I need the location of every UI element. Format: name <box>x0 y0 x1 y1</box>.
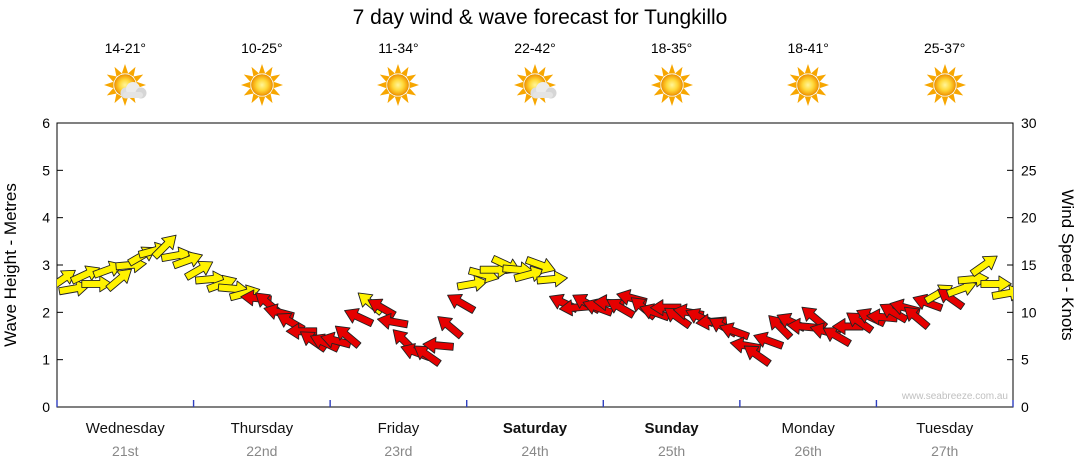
wind-arrow <box>367 298 397 319</box>
weather-icon-svg <box>787 64 830 106</box>
right-axis-tick-label: 5 <box>1021 352 1029 368</box>
wind-arrow <box>184 260 214 281</box>
wind-arrow <box>991 284 1013 302</box>
day-label: Friday <box>378 420 420 437</box>
sun-glyph <box>240 64 283 106</box>
wind-arrow <box>903 306 931 330</box>
wind-arrow <box>582 298 614 317</box>
left-axis-tick-label: 5 <box>42 162 50 178</box>
day-label: Thursday <box>231 420 294 437</box>
temperature-range: 22-42° <box>514 40 556 56</box>
wind-arrow <box>376 312 409 330</box>
day-date-label: 25th <box>658 443 685 459</box>
wind-arrow <box>344 308 375 328</box>
right-axis-tick-label: 30 <box>1021 115 1037 131</box>
temperature-range: 25-37° <box>924 40 966 56</box>
sun-glyph <box>787 64 830 106</box>
axis-title-right: Wind Speed - Knots <box>1058 189 1077 340</box>
left-axis-tick-label: 4 <box>42 210 50 226</box>
sun-icon <box>785 62 831 108</box>
weather-icon-svg <box>104 64 147 106</box>
weather-icon-svg <box>923 64 966 106</box>
temperature-range: 10-25° <box>241 40 283 56</box>
sun-icon <box>922 62 968 108</box>
left-axis-tick-label: 0 <box>42 399 50 415</box>
wind-arrow <box>822 327 852 347</box>
day-label: Wednesday <box>86 420 165 437</box>
day-label: Tuesday <box>916 420 973 437</box>
weather-icon-svg <box>240 64 283 106</box>
day-date-label: 22nd <box>246 443 277 459</box>
wind-arrow <box>105 268 132 292</box>
sun-cloud-icon <box>512 62 558 108</box>
day-date-label: 26th <box>795 443 822 459</box>
weather-icon-svg <box>650 64 693 106</box>
wind-arrow <box>422 336 454 354</box>
temperature-range: 18-41° <box>787 40 829 56</box>
left-axis-tick-label: 6 <box>42 115 50 131</box>
wind-arrow <box>285 322 318 340</box>
temperature-range: 11-34° <box>378 40 419 56</box>
wind-arrow <box>768 315 794 341</box>
wind-arrow <box>447 294 477 314</box>
chart-title: 7 day wind & wave forecast for Tungkillo <box>352 6 728 29</box>
axis-title-left: Wave Height - Metres <box>1 183 20 347</box>
day-date-label: 27th <box>931 443 958 459</box>
wind-arrow <box>846 312 875 334</box>
right-axis-tick-label: 20 <box>1021 210 1037 226</box>
sun-icon <box>649 62 695 108</box>
wind-arrow <box>151 234 177 260</box>
right-axis-tick-label: 25 <box>1021 162 1037 178</box>
wind-arrow <box>753 331 785 350</box>
right-axis-tick-label: 0 <box>1021 399 1029 415</box>
wind-arrow <box>536 270 568 288</box>
right-axis-tick-label: 10 <box>1021 304 1037 320</box>
left-axis-tick-label: 3 <box>42 257 50 273</box>
wind-arrow <box>879 303 909 324</box>
wind-arrow <box>92 260 124 279</box>
day-label: Saturday <box>503 420 568 437</box>
day-date-label: 23rd <box>384 443 412 459</box>
day-date-label: 21st <box>112 443 139 459</box>
sun-cloud-icon <box>102 62 148 108</box>
sun-glyph <box>923 64 966 106</box>
wind-arrow <box>969 255 998 277</box>
wind-arrow <box>524 256 556 274</box>
left-axis-tick-label: 1 <box>42 352 50 368</box>
wind-arrow <box>786 317 819 335</box>
right-axis-tick-label: 15 <box>1021 257 1037 273</box>
wind-arrow <box>456 275 489 292</box>
sun-icon <box>375 62 421 108</box>
wind-arrow-series <box>57 234 1013 367</box>
weather-icon-svg <box>377 64 420 106</box>
wind-arrow <box>81 275 113 293</box>
wind-arrow <box>719 322 750 341</box>
wind-arrow <box>743 345 772 367</box>
wind-arrow <box>437 316 464 340</box>
day-label: Monday <box>781 420 835 437</box>
wind-arrow <box>606 298 636 319</box>
left-axis-tick-label: 2 <box>42 304 50 320</box>
day-label: Sunday <box>644 420 699 437</box>
temperature-range: 14-21° <box>104 40 146 56</box>
weather-icon-svg <box>514 64 557 106</box>
sun-glyph <box>377 64 420 106</box>
wind-arrow <box>937 288 966 311</box>
day-date-label: 24th <box>521 443 548 459</box>
wind-arrow <box>413 345 442 367</box>
cloud-icon <box>530 82 557 99</box>
wind-arrow <box>649 299 682 317</box>
temperature-range: 18-35° <box>650 40 693 56</box>
wind-arrow <box>664 307 693 330</box>
watermark: www.seabreeze.com.au <box>901 391 1008 402</box>
sun-glyph <box>650 64 693 106</box>
wind-arrow <box>334 325 362 349</box>
sun-icon <box>239 62 285 108</box>
cloud-icon <box>120 82 147 99</box>
wind-arrow <box>980 275 1012 293</box>
